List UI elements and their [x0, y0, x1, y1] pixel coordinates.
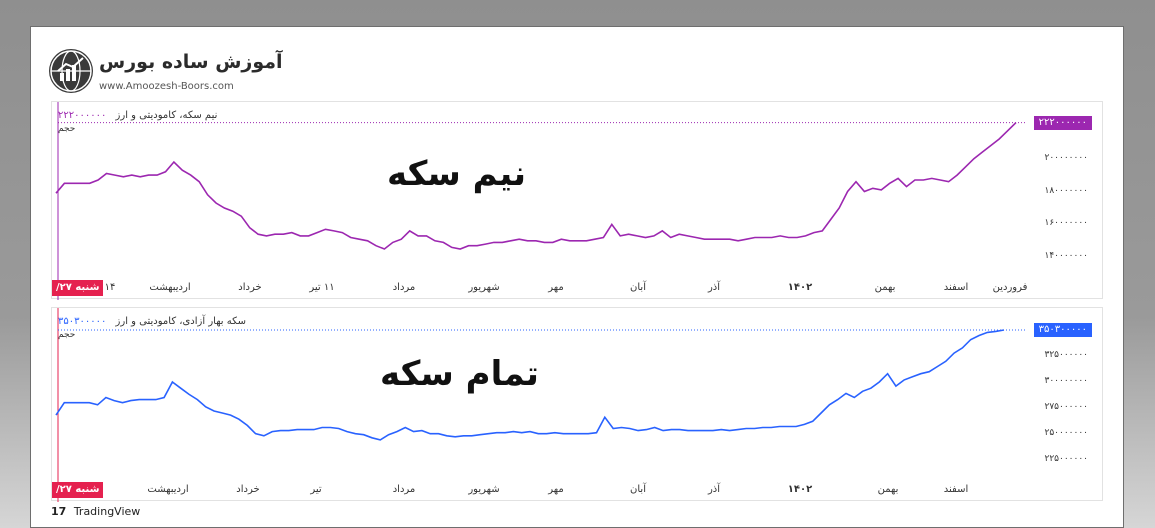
y-tick-label: ۲۲۵۰۰۰۰۰۰ [1044, 453, 1088, 464]
x-tick-label: شهریور [468, 484, 500, 495]
last-price-tag: ۲۲۲۰۰۰۰۰۰ [1033, 115, 1092, 130]
y-tick-label: ۳۲۵۰۰۰۰۰۰ [1044, 350, 1088, 361]
half-coin-plot [55, 102, 1027, 300]
x-tick-label: مهر [548, 282, 564, 293]
x-tick-label: آذر [707, 484, 721, 495]
x-tick-label: خرداد [238, 282, 262, 293]
legend-series-name: سکه بهار آزادی، کامودیتی و ارز [115, 316, 247, 327]
logo: آموزش ساده بورس www.Amoozesh-Boors.com [49, 45, 283, 105]
y-tick-label: ۳۰۰۰۰۰۰۰۰ [1044, 376, 1088, 386]
date-tag: شنبه ۲۷/ [52, 482, 104, 498]
y-tick-label: ۱۴۰۰۰۰۰۰۰ [1044, 251, 1088, 262]
x-tick-label: تیر [310, 484, 322, 495]
x-tick-label: مرداد [392, 282, 416, 293]
last-price-tag: ۳۵۰۳۰۰۰۰۰ [1033, 323, 1092, 338]
tradingview-label: TradingView [73, 505, 141, 518]
x-tick-label: مرداد [392, 484, 416, 495]
x-tick-label: آذر [707, 282, 721, 293]
full-coin-title: تمام سکه [380, 354, 539, 394]
tradingview-brand[interactable]: 17 TradingView [51, 505, 140, 518]
x-tick-label: آبان [630, 484, 646, 495]
legend: سکه بهار آزادی، کامودیتی و ارز ۳۵۰۳۰۰۰۰۰ [58, 316, 246, 327]
chart-panel-full-coin: سکه بهار آزادی، کامودیتی و ارز ۳۵۰۳۰۰۰۰۰… [51, 307, 1103, 502]
y-tick-label: ۱۶۰۰۰۰۰۰۰ [1044, 218, 1088, 229]
x-tick-label: اردیبهشت [149, 282, 191, 293]
full-coin-plot [55, 308, 1027, 502]
date-tag: شنبه ۲۷/ [52, 280, 104, 296]
logo-title: آموزش ساده بورس [99, 51, 283, 73]
tradingview-logo-icon: 17 [51, 505, 67, 518]
x-tick-label: بهمن [874, 282, 896, 293]
x-tick-label: فروردین [992, 282, 1028, 293]
chart-globe-icon [49, 49, 93, 93]
x-tick-label: مهر [548, 484, 564, 495]
x-tick-label: شهریور [468, 282, 500, 293]
legend-series-name: نیم سکه، کامودیتی و ارز [115, 110, 218, 121]
legend-value: ۲۲۲۰۰۰۰۰۰ [58, 110, 107, 121]
legend: نیم سکه، کامودیتی و ارز ۲۲۲۰۰۰۰۰۰ [58, 110, 217, 121]
half-coin-series-line [55, 122, 1017, 250]
x-tick-label: اسفند [943, 282, 969, 293]
x-tick-label: اردیبهشت [147, 484, 189, 495]
x-tick-label: ۱۴۰۲ [787, 484, 813, 495]
y-tick-label: ۱۸۰۰۰۰۰۰۰ [1044, 185, 1088, 196]
x-tick-label: خرداد [236, 484, 260, 495]
x-tick-label: ۱۴۰۲ [787, 282, 813, 293]
x-tick-label: اسفند [943, 484, 969, 495]
x-tick-label: آبان [630, 282, 646, 293]
x-tick-label: ۱۴ [104, 282, 116, 293]
y-tick-label: ۲۰۰۰۰۰۰۰۰ [1044, 152, 1088, 163]
volume-label: حجم [58, 330, 76, 340]
logo-url: www.Amoozesh-Boors.com [99, 81, 234, 92]
volume-label: حجم [58, 124, 76, 134]
x-tick-label: بهمن [877, 484, 899, 495]
chart-card: آموزش ساده بورس www.Amoozesh-Boors.com ن… [30, 26, 1124, 528]
chart-panel-half-coin: نیم سکه، کامودیتی و ارز ۲۲۲۰۰۰۰۰۰ حجم نی… [51, 101, 1103, 300]
legend-value: ۳۵۰۳۰۰۰۰۰ [58, 316, 107, 327]
y-tick-label: ۲۵۰۰۰۰۰۰۰ [1044, 427, 1088, 438]
x-tick-label: ۱۱ تیر [309, 282, 335, 293]
half-coin-title: نیم سکه [387, 154, 526, 194]
full-coin-series-line [55, 329, 1005, 441]
y-tick-label: ۲۷۵۰۰۰۰۰۰ [1044, 401, 1088, 412]
